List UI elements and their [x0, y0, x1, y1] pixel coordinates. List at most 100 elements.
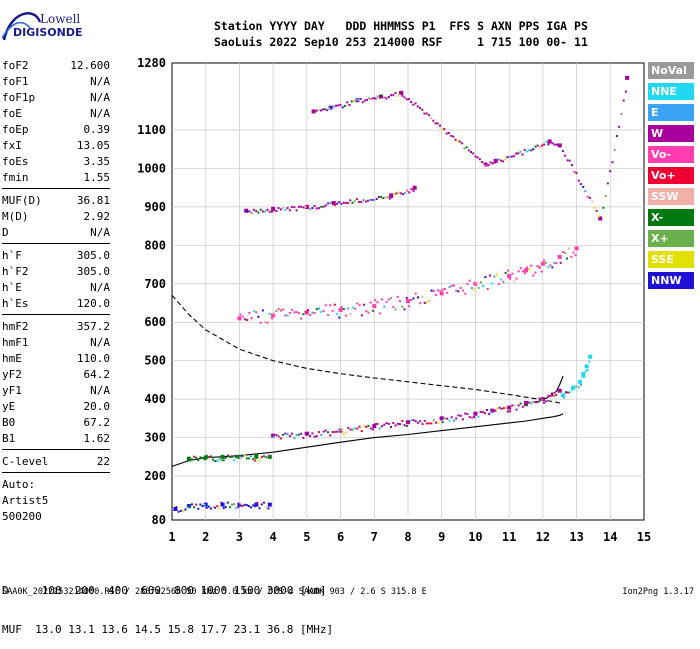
echo-point — [600, 218, 603, 221]
echo-point — [464, 412, 467, 415]
echo-point — [188, 505, 191, 508]
echo-point — [536, 144, 539, 147]
echo-point — [264, 321, 267, 323]
echo-point — [615, 135, 618, 137]
echo-point — [365, 425, 368, 428]
echo-point — [173, 507, 178, 511]
echo-point — [579, 183, 582, 186]
echo-point — [363, 99, 366, 102]
x-tick-label: 12 — [536, 530, 550, 544]
echo-point — [399, 91, 401, 94]
echo-point — [263, 501, 265, 504]
echo-point — [551, 266, 554, 269]
echo-point — [277, 435, 280, 438]
echo-point — [461, 418, 464, 421]
echo-point — [538, 146, 541, 149]
param-separator — [2, 472, 110, 473]
echo-point — [336, 313, 339, 316]
echo-point — [553, 143, 556, 146]
echo-point — [201, 505, 204, 507]
echo-point — [557, 388, 562, 393]
echo-point — [568, 159, 571, 162]
echo-point — [564, 154, 567, 157]
echo-point — [566, 257, 568, 260]
echo-point — [327, 314, 330, 317]
echo-point — [313, 204, 316, 207]
echo-point — [403, 96, 406, 99]
echo-point — [315, 109, 318, 112]
param-value: N/A — [90, 226, 110, 239]
echo-point — [450, 416, 453, 419]
param-name: foF1 — [2, 75, 29, 88]
echo-point — [216, 459, 219, 462]
echo-point — [414, 292, 417, 295]
echo-point — [563, 251, 566, 254]
echo-point — [306, 432, 309, 435]
echo-point — [517, 270, 520, 273]
x-tick-label: 10 — [468, 530, 482, 544]
param-name: hmF1 — [2, 336, 29, 349]
echo-point — [452, 135, 455, 138]
param-name: foEp — [2, 123, 29, 136]
echo-point — [386, 196, 389, 199]
echo-point — [606, 182, 609, 185]
echo-point — [538, 397, 541, 400]
echo-point — [534, 271, 537, 274]
echo-point — [273, 209, 276, 211]
echo-point — [401, 420, 404, 422]
echo-point — [595, 209, 598, 212]
param-row: Auto: — [2, 477, 110, 493]
echo-point — [414, 420, 417, 423]
echo-point — [224, 506, 227, 509]
echo-point — [265, 456, 268, 459]
echo-point — [270, 317, 273, 320]
echo-point — [550, 392, 553, 395]
param-value: 13.05 — [76, 139, 110, 152]
echo-point — [515, 408, 518, 411]
echo-point — [485, 165, 488, 167]
legend-item-vo: Vo- — [648, 146, 694, 163]
echo-point — [392, 422, 395, 424]
echo-point — [410, 101, 413, 103]
echo-point — [335, 104, 337, 107]
echo-point — [342, 201, 345, 204]
echo-point — [513, 280, 516, 283]
echo-point — [291, 432, 294, 435]
echo-point — [342, 433, 345, 436]
echo-point — [524, 401, 528, 405]
echo-point — [372, 428, 374, 431]
echo-point — [532, 274, 535, 277]
echo-point — [574, 246, 579, 251]
echo-point — [259, 321, 262, 324]
echo-point — [528, 401, 531, 404]
echo-point — [530, 402, 533, 405]
echo-point — [479, 410, 482, 413]
echo-point — [347, 202, 350, 205]
echo-point — [387, 96, 390, 98]
param-row: h`E N/A — [2, 280, 110, 296]
echo-point — [231, 455, 233, 458]
echo-point — [273, 435, 276, 438]
echo-point — [374, 299, 377, 302]
echo-point — [197, 459, 200, 462]
echo-point — [581, 375, 584, 378]
echo-point — [502, 407, 505, 410]
echo-point — [250, 317, 253, 320]
param-value: 110.0 — [76, 352, 110, 365]
echo-point — [295, 434, 298, 436]
echo-point — [559, 261, 562, 264]
echo-point — [484, 276, 487, 279]
x-tick-label: 4 — [270, 530, 277, 544]
echo-point — [481, 161, 484, 164]
echo-point — [375, 198, 378, 200]
echo-point — [410, 419, 413, 422]
param-value: 3.35 — [83, 155, 111, 168]
echo-point — [502, 280, 505, 283]
x-tick-label: 6 — [337, 530, 344, 544]
echo-point — [320, 310, 323, 313]
echo-point — [542, 401, 545, 404]
echo-point — [267, 507, 270, 510]
echo-point — [545, 261, 547, 264]
x-tick-label: 13 — [569, 530, 583, 544]
echo-point — [582, 185, 585, 188]
